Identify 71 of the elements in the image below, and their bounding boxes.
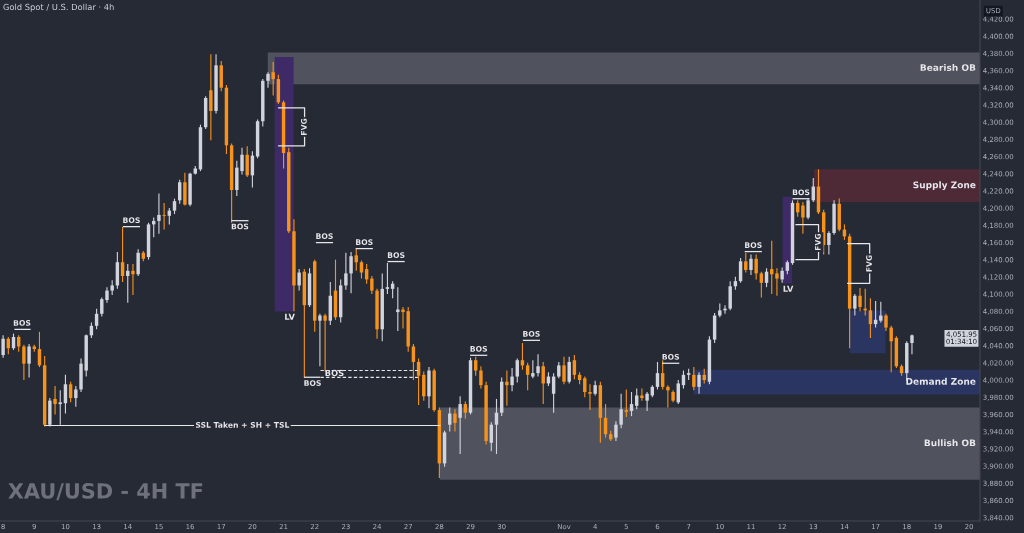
- candlestick: [74, 385, 78, 408]
- candlestick: [385, 262, 390, 295]
- candlestick: [666, 384, 670, 409]
- candlestick: [780, 266, 784, 284]
- candlestick: [22, 344, 26, 381]
- candlestick: [853, 293, 857, 317]
- candlestick: [572, 354, 577, 380]
- candlestick: [323, 313, 327, 372]
- candlestick: [349, 251, 353, 294]
- candlestick: [588, 383, 592, 411]
- band-label: Demand Zone: [906, 377, 976, 385]
- band-label: Supply Zone: [913, 181, 976, 191]
- candlestick: [728, 280, 732, 311]
- candlestick: [640, 388, 644, 402]
- candlestick: [162, 202, 166, 231]
- candlestick: [271, 61, 275, 96]
- candlestick: [562, 356, 566, 385]
- candlestick: [879, 301, 883, 323]
- candlestick: [619, 393, 623, 429]
- candlestick: [219, 60, 223, 92]
- annotation: LV: [285, 313, 295, 320]
- candlestick: [245, 145, 249, 178]
- candlestick: [510, 367, 514, 392]
- candlestick: [827, 230, 831, 256]
- candlestick: [266, 71, 270, 89]
- candlestick: [536, 353, 540, 378]
- candlestick: [525, 362, 530, 391]
- candlestick: [479, 365, 483, 390]
- chart-title: Gold Spot / U.S. Dollar · 4h: [3, 3, 114, 12]
- candlestick: [131, 263, 135, 296]
- candlestick: [318, 313, 322, 367]
- candlestick: [370, 275, 374, 295]
- candlestick: [910, 333, 914, 355]
- candlestick: [1, 334, 5, 359]
- candlestick: [749, 253, 753, 276]
- candlestick: [801, 201, 805, 235]
- candlestick: [754, 253, 758, 280]
- candlestick: [297, 268, 301, 292]
- candlestick: [697, 371, 701, 395]
- candlestick: [209, 53, 213, 141]
- candlestick: [344, 252, 348, 291]
- band-label: Bullish OB: [924, 439, 976, 447]
- candlestick: [858, 287, 862, 312]
- candlestick: [458, 395, 462, 455]
- candlestick: [614, 420, 618, 442]
- candlestick: [635, 388, 639, 410]
- candlestick: [505, 369, 509, 407]
- candlestick: [806, 198, 810, 220]
- candlestick: [531, 359, 535, 379]
- candlestick: [58, 389, 62, 426]
- candlestick: [136, 248, 140, 277]
- candlestick: [624, 388, 629, 418]
- candlestick: [359, 259, 364, 280]
- candlestick: [53, 385, 57, 415]
- candlestick: [453, 408, 457, 433]
- candlestick: [744, 252, 748, 274]
- candlestick: [889, 325, 893, 373]
- band-label: Bearish OB: [920, 63, 976, 71]
- candlestick: [645, 391, 649, 412]
- candlestick: [183, 172, 187, 207]
- text: XAU/USD - 4H TF: [8, 482, 203, 501]
- candlestick: [411, 343, 416, 381]
- candlestick: [157, 192, 161, 235]
- candlestick: [27, 343, 31, 378]
- candlestick: [759, 271, 764, 299]
- candlestick: [775, 267, 779, 297]
- candlestick: [567, 356, 571, 384]
- candlestick: [692, 366, 696, 391]
- candlestick: [474, 356, 478, 377]
- annotation: LV: [783, 285, 794, 292]
- candlestick: [515, 357, 519, 384]
